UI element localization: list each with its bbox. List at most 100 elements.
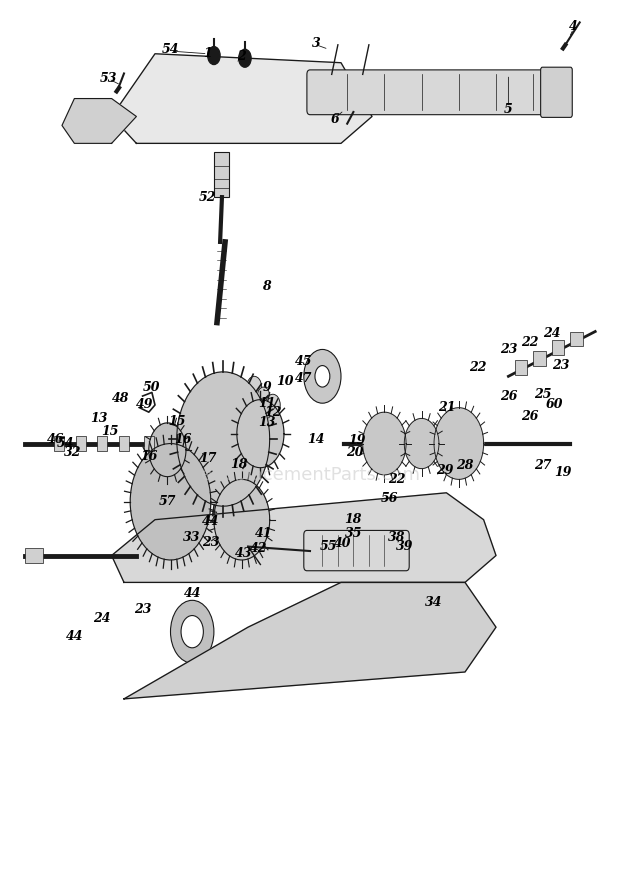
Text: 39: 39 <box>396 540 414 553</box>
Polygon shape <box>177 372 270 506</box>
Text: 19: 19 <box>554 466 572 478</box>
Text: 18: 18 <box>230 458 247 470</box>
Text: 12: 12 <box>264 406 281 418</box>
Text: 21: 21 <box>438 401 455 414</box>
Text: 47: 47 <box>295 372 312 384</box>
Text: 15: 15 <box>168 415 185 427</box>
Text: 15: 15 <box>102 426 119 438</box>
Text: 26: 26 <box>521 410 539 423</box>
Text: 3: 3 <box>312 37 321 49</box>
Text: 1: 1 <box>203 47 212 60</box>
Text: 44: 44 <box>184 587 201 599</box>
Polygon shape <box>237 400 284 468</box>
Text: eReplacementParts.com: eReplacementParts.com <box>200 466 420 484</box>
Text: 44: 44 <box>66 630 83 642</box>
Text: 42: 42 <box>250 542 268 555</box>
Text: 45: 45 <box>295 356 312 368</box>
Bar <box>214 152 229 197</box>
Text: 35: 35 <box>345 527 362 539</box>
Text: 19: 19 <box>348 435 365 447</box>
Text: 11: 11 <box>258 397 275 409</box>
Bar <box>552 340 564 355</box>
Bar <box>25 548 43 563</box>
Circle shape <box>257 387 270 405</box>
FancyBboxPatch shape <box>304 530 409 571</box>
Text: 56: 56 <box>381 492 398 504</box>
Circle shape <box>181 616 203 648</box>
Circle shape <box>155 479 186 524</box>
Text: 22: 22 <box>521 336 539 349</box>
Bar <box>515 360 527 375</box>
Text: 49: 49 <box>136 399 153 411</box>
Text: 33: 33 <box>184 531 201 544</box>
Text: 29: 29 <box>436 464 454 477</box>
Circle shape <box>304 349 341 403</box>
Text: 41: 41 <box>255 527 272 539</box>
Text: 13: 13 <box>91 412 108 425</box>
Bar <box>97 436 107 451</box>
Circle shape <box>285 609 335 681</box>
Text: 52: 52 <box>199 191 216 203</box>
Text: 32: 32 <box>64 446 82 459</box>
Polygon shape <box>130 444 211 560</box>
Circle shape <box>208 47 220 65</box>
Text: 13: 13 <box>258 417 275 429</box>
Text: 34: 34 <box>425 596 443 608</box>
Text: 60: 60 <box>546 399 564 411</box>
Circle shape <box>164 493 177 511</box>
Bar <box>119 436 129 451</box>
Text: 24: 24 <box>94 612 111 625</box>
Text: 10: 10 <box>277 375 294 388</box>
Text: 4: 4 <box>569 21 578 33</box>
Polygon shape <box>214 479 270 560</box>
Text: 23: 23 <box>134 603 151 616</box>
Text: 46: 46 <box>47 433 64 445</box>
Text: 27: 27 <box>534 460 551 472</box>
Text: 24: 24 <box>543 327 560 340</box>
Text: 5: 5 <box>504 103 513 116</box>
Polygon shape <box>434 408 484 479</box>
Text: 57: 57 <box>159 495 176 508</box>
Polygon shape <box>112 54 372 143</box>
Text: 53: 53 <box>100 73 117 85</box>
Text: 23: 23 <box>202 536 219 548</box>
Polygon shape <box>363 412 406 475</box>
Text: 20: 20 <box>347 446 364 459</box>
Polygon shape <box>124 582 496 699</box>
Text: 8: 8 <box>262 280 271 293</box>
Text: 26: 26 <box>500 390 517 402</box>
Text: 55: 55 <box>320 540 337 553</box>
Bar <box>76 436 86 451</box>
Text: 38: 38 <box>388 531 405 544</box>
Polygon shape <box>62 99 136 143</box>
Text: 16: 16 <box>174 433 192 445</box>
Text: 28: 28 <box>456 460 474 472</box>
Text: 18: 18 <box>345 513 362 526</box>
Text: 44: 44 <box>202 515 219 528</box>
FancyBboxPatch shape <box>541 67 572 117</box>
Circle shape <box>298 627 322 663</box>
Polygon shape <box>149 423 186 477</box>
Text: 50: 50 <box>143 382 161 394</box>
Text: 40: 40 <box>334 538 352 550</box>
Text: 23: 23 <box>552 359 570 372</box>
Text: 43: 43 <box>235 547 252 560</box>
Text: 9: 9 <box>262 382 271 394</box>
Text: 54: 54 <box>162 43 179 56</box>
Bar <box>533 351 546 366</box>
Text: 16: 16 <box>140 451 157 463</box>
Polygon shape <box>404 418 439 469</box>
Text: 54: 54 <box>56 437 74 450</box>
Text: 2: 2 <box>237 50 246 63</box>
Circle shape <box>247 376 262 398</box>
Text: 17: 17 <box>199 452 216 465</box>
Bar <box>144 436 154 451</box>
Polygon shape <box>112 493 496 582</box>
Text: 14: 14 <box>308 433 325 445</box>
Circle shape <box>239 49 251 67</box>
Circle shape <box>170 600 214 663</box>
Text: 48: 48 <box>112 392 130 405</box>
Bar <box>54 436 64 451</box>
Circle shape <box>211 421 236 457</box>
Text: 22: 22 <box>469 361 486 374</box>
